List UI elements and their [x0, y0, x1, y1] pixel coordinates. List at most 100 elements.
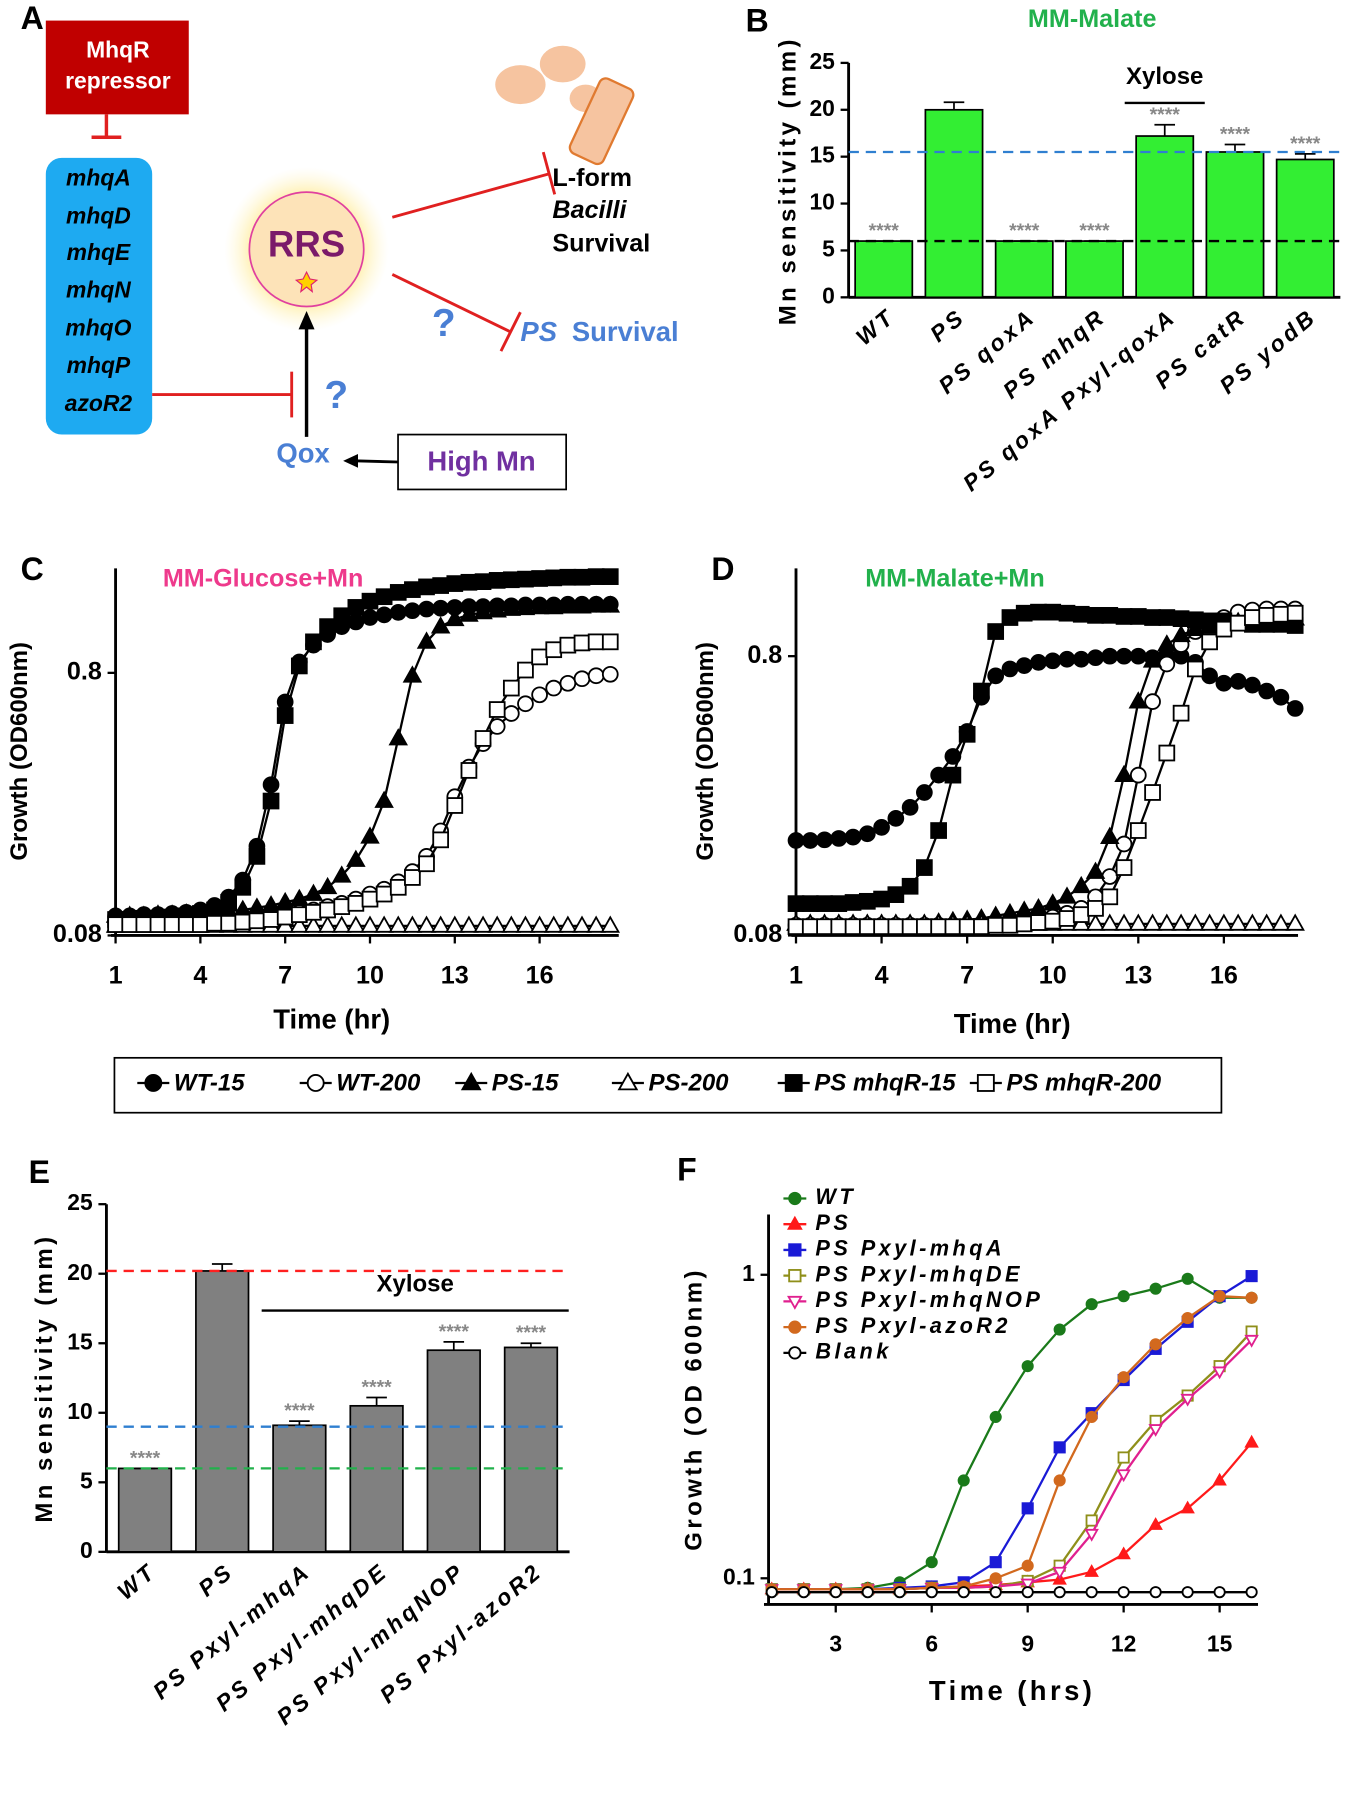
data-point: [587, 568, 605, 585]
data-point: [1100, 826, 1120, 844]
data-point: [1115, 608, 1133, 625]
data-point: [587, 667, 605, 685]
data-point: [1128, 691, 1149, 709]
gene: mhqD: [66, 202, 131, 228]
data-point: [375, 885, 393, 903]
data-point: [1117, 1586, 1130, 1599]
data-point: [958, 918, 976, 936]
data-point: [418, 600, 435, 618]
data-point: [1072, 605, 1090, 623]
data-point: [957, 1474, 970, 1487]
star: [294, 270, 319, 293]
data-point: [529, 597, 550, 615]
data-point: [1085, 1514, 1098, 1527]
data-point: [873, 918, 890, 936]
data-point: [1129, 822, 1147, 839]
legend-marker: [788, 1243, 802, 1257]
data-point: [887, 810, 905, 827]
data-point: [430, 915, 451, 933]
rod-cell: [568, 77, 635, 166]
data-point: [502, 705, 520, 722]
chart-title: MM-Malate: [1028, 5, 1157, 33]
data-point: [901, 799, 919, 816]
data-point: [586, 915, 606, 933]
data-point: [1258, 607, 1276, 624]
x-tick-label: 10: [356, 961, 384, 989]
bar: [117, 1467, 173, 1553]
series-line: [771, 1295, 1252, 1591]
panel-letter: F: [677, 1152, 697, 1188]
data-point: [1212, 1366, 1227, 1380]
data-point: [1144, 609, 1161, 626]
data-point: [206, 914, 223, 932]
y-tick-label: 0: [80, 1537, 93, 1563]
data-point: [445, 608, 465, 627]
data-point: [473, 915, 493, 933]
data-point: [1115, 647, 1133, 665]
data-point: [987, 623, 1005, 640]
data-point: [601, 665, 619, 683]
data-point: [389, 584, 407, 601]
data-point: [1084, 1564, 1099, 1577]
data-point: [765, 1586, 778, 1599]
high-mn-label: High Mn: [427, 445, 535, 476]
data-point: [1256, 913, 1277, 931]
data-point: [844, 894, 862, 911]
data-point: [459, 915, 479, 933]
rrs-cell: [248, 191, 365, 308]
significance-label: ****: [130, 1447, 161, 1469]
chart-title: MM-Malate+Mn: [865, 564, 1044, 592]
data-point: [601, 633, 619, 651]
data-point: [1158, 609, 1176, 626]
bar: [994, 240, 1054, 299]
arrow: [354, 459, 399, 464]
data-point: [545, 641, 563, 659]
legend-label: PS Pxyl-mhqNOP: [815, 1287, 1043, 1312]
data-point: [517, 661, 534, 679]
x-tick-label: 3: [829, 1631, 842, 1657]
data-point: [1201, 633, 1218, 651]
y-axis-label: Growth (OD600nm): [692, 642, 719, 861]
series-line: [115, 640, 611, 926]
data-point: [361, 890, 379, 908]
x-tick-label: 16: [526, 961, 554, 989]
data-point: [1171, 913, 1191, 931]
legend-marker: [788, 1269, 802, 1283]
data-point: [844, 918, 862, 936]
data-point: [1144, 784, 1161, 801]
data-point: [1115, 859, 1133, 876]
y-tick-label: 15: [809, 142, 835, 168]
data-point: [1087, 900, 1104, 917]
y-tick-label: 1: [742, 1260, 755, 1286]
data-point: [501, 598, 522, 616]
data-point: [1158, 744, 1176, 762]
data-point: [501, 915, 522, 933]
data-point: [916, 859, 933, 876]
data-point: [1052, 1566, 1067, 1580]
data-point: [1072, 650, 1090, 668]
bar: [924, 108, 984, 299]
x-tick-label: 6: [925, 1631, 938, 1657]
data-point: [801, 832, 819, 849]
series-line: [771, 1339, 1253, 1591]
data-point: [347, 613, 365, 631]
bracket-label: Xylose: [376, 1271, 453, 1298]
legend-label: PS Pxyl-mhqA: [815, 1236, 1005, 1261]
panel-letter: E: [29, 1154, 50, 1190]
gene: mhqN: [66, 277, 131, 303]
data-point: [1244, 609, 1261, 626]
data-point: [1181, 1272, 1194, 1285]
inhibit-bar: [541, 151, 557, 195]
bar: [1065, 240, 1124, 299]
data-point: [107, 916, 124, 933]
y-axis-label: Mn sensitivity (mm): [774, 36, 801, 325]
data-point: [1185, 913, 1206, 931]
data-point: [1215, 620, 1233, 638]
data-point: [402, 915, 423, 933]
legend-label: PS-15: [492, 1069, 559, 1096]
data-point: [989, 1586, 1002, 1599]
data-point: [1085, 861, 1106, 879]
series-line: [771, 1441, 1253, 1591]
data-point: [1213, 1586, 1226, 1599]
data-point: [416, 631, 437, 649]
